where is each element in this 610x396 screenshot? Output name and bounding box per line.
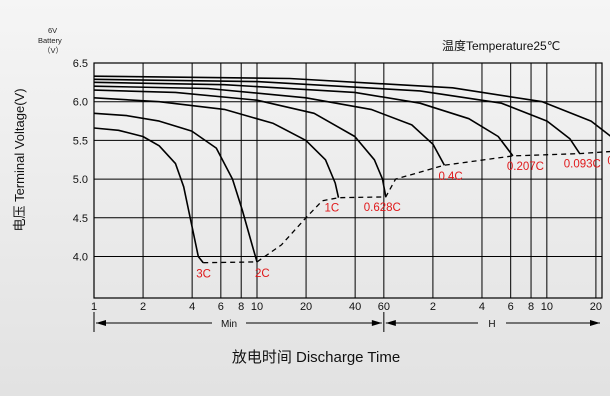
curve-label-0.093C: 0.093C [564, 159, 601, 171]
x-axis-label: 放电时间 Discharge Time [232, 349, 400, 366]
curve-3C [93, 127, 204, 264]
x-tick-label-min: 10 [251, 301, 263, 313]
curve-label-3C: 3C [196, 269, 211, 281]
x-tick-label-min: 20 [300, 301, 312, 313]
x-tick-label-min: 40 [349, 301, 361, 313]
grid [93, 62, 603, 299]
y-tick-label: 4.5 [73, 213, 88, 225]
x-tick-label-hr: 10 [541, 301, 553, 313]
unit-min-label: Min [221, 319, 237, 330]
battery-label: 6V Battery （V） [38, 26, 63, 55]
cutoff-voltage-line [203, 150, 610, 264]
x-tick-label-min: 4 [189, 301, 195, 313]
curve-label-0.207C: 0.207C [507, 161, 544, 173]
battery-label-line-3: （V） [43, 46, 63, 55]
curve-label-0.05C: 0.05C [607, 155, 610, 167]
min-arrowhead-right [371, 320, 382, 326]
y-tick-label: 6.0 [73, 97, 88, 109]
hr-arrowhead-left [385, 320, 396, 326]
plot-frame [93, 62, 603, 299]
curve-2C [93, 112, 258, 263]
x-tick-label-min: 2 [140, 301, 146, 313]
curve-label-0.628C: 0.628C [364, 202, 401, 214]
time-unit-bars: Min H [93, 312, 600, 332]
curve-0.628C [93, 89, 387, 198]
curve-0.05C [93, 75, 610, 137]
x-tick-label-min: 60 [378, 301, 390, 313]
axis-ticks: 6.5 6.0 5.5 5.0 4.5 4.0 1 2 4 6 8 10 20 40 60 2 4 6 8 10 20 [73, 58, 602, 313]
battery-label-line-1: 6V [48, 26, 57, 35]
curve-0.4C [93, 85, 446, 166]
x-tick-label-min: 1 [91, 301, 97, 313]
x-tick-label-hr: 4 [479, 301, 485, 313]
hr-arrowhead-right [590, 320, 600, 326]
curve-0.207C [93, 81, 514, 157]
x-tick-label-hr: 2 [430, 301, 436, 313]
y-tick-label: 6.5 [73, 58, 88, 70]
y-axis-label: 电压 Terminal Voltage(V) [12, 88, 27, 231]
curve-label-1C: 1C [325, 203, 340, 215]
x-tick-label-min: 8 [238, 301, 244, 313]
x-tick-label-hr: 6 [508, 301, 514, 313]
y-tick-label: 4.0 [73, 252, 88, 264]
curve-label-2C: 2C [255, 268, 270, 280]
curve-1C [93, 97, 340, 198]
y-tick-label: 5.0 [73, 174, 88, 186]
chart-title: 温度Temperature25℃ [442, 38, 560, 53]
y-tick-label: 5.5 [73, 135, 88, 147]
x-tick-label-hr: 8 [528, 301, 534, 313]
curve-label-0.4C: 0.4C [438, 171, 462, 183]
unit-hr-label: H [488, 319, 495, 330]
curve-0.093C [93, 78, 581, 155]
min-arrowhead-left [96, 320, 106, 326]
curve-labels: 3C 2C 1C 0.628C 0.4C 0.207C 0.093C 0.05C [196, 155, 610, 280]
x-tick-label-hr: 20 [590, 301, 602, 313]
battery-label-line-2: Battery [38, 36, 62, 45]
x-tick-label-min: 6 [218, 301, 224, 313]
discharge-curves [93, 75, 610, 264]
